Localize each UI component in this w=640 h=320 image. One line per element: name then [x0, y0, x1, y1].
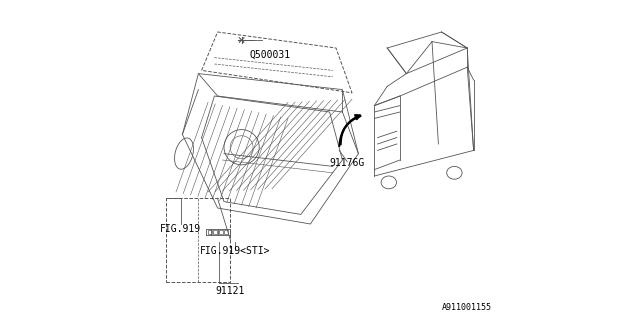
Text: FIG.919: FIG.919: [160, 224, 202, 234]
Text: 91176G: 91176G: [330, 158, 365, 168]
Text: 91121: 91121: [216, 286, 245, 296]
Text: A911001155: A911001155: [442, 303, 492, 312]
Text: Q500031: Q500031: [250, 49, 291, 60]
Text: FIG.919<STI>: FIG.919<STI>: [200, 246, 271, 256]
